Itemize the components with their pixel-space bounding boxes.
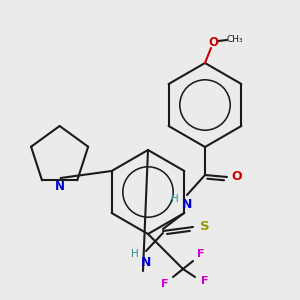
- Text: N: N: [55, 181, 64, 194]
- Text: F: F: [201, 276, 209, 286]
- Text: H: H: [171, 194, 179, 204]
- Text: O: O: [232, 170, 242, 184]
- Text: N: N: [141, 256, 151, 269]
- Text: S: S: [200, 220, 210, 232]
- Text: F: F: [161, 279, 169, 289]
- Text: F: F: [197, 249, 205, 259]
- Text: O: O: [208, 37, 218, 50]
- Text: H: H: [131, 249, 139, 259]
- Text: N: N: [182, 199, 192, 212]
- Text: CH₃: CH₃: [227, 35, 243, 44]
